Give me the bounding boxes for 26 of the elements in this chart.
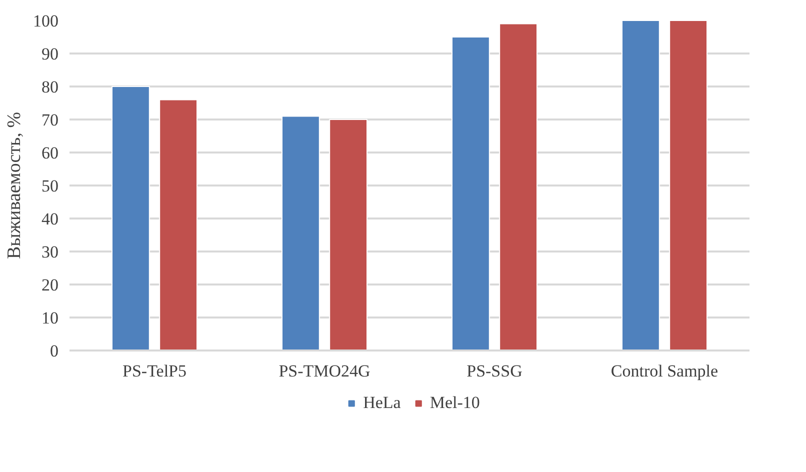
bar bbox=[622, 20, 660, 350]
y-axis-title: Выживаемость, % bbox=[4, 112, 25, 260]
bar bbox=[112, 86, 150, 350]
bar bbox=[452, 36, 490, 350]
legend-label: HeLa bbox=[363, 393, 401, 413]
x-tick-label: PS-SSG bbox=[466, 362, 522, 380]
x-tick-label: PS-TelP5 bbox=[122, 362, 187, 380]
y-tick-label: 0 bbox=[50, 342, 58, 360]
bar bbox=[329, 119, 368, 350]
y-tick-label: 20 bbox=[42, 276, 58, 294]
y-tick-label: 80 bbox=[42, 78, 58, 96]
y-tick-label: 100 bbox=[33, 12, 58, 30]
x-tick-label: PS-TMO24G bbox=[278, 362, 370, 380]
y-tick-label: 60 bbox=[42, 144, 58, 162]
x-tick-label: Control Sample bbox=[610, 362, 718, 380]
bar bbox=[669, 20, 708, 350]
y-tick-label: 30 bbox=[42, 242, 58, 262]
y-tick-label: 10 bbox=[42, 308, 58, 328]
y-tick-label: 40 bbox=[42, 210, 58, 228]
y-tick-label: 70 bbox=[42, 110, 58, 130]
bar bbox=[159, 99, 198, 350]
y-tick-label: 50 bbox=[42, 176, 58, 196]
y-tick-label: 90 bbox=[42, 44, 58, 64]
legend-label: Mel-10 bbox=[430, 393, 480, 413]
bar bbox=[282, 116, 320, 350]
bar bbox=[499, 23, 538, 350]
